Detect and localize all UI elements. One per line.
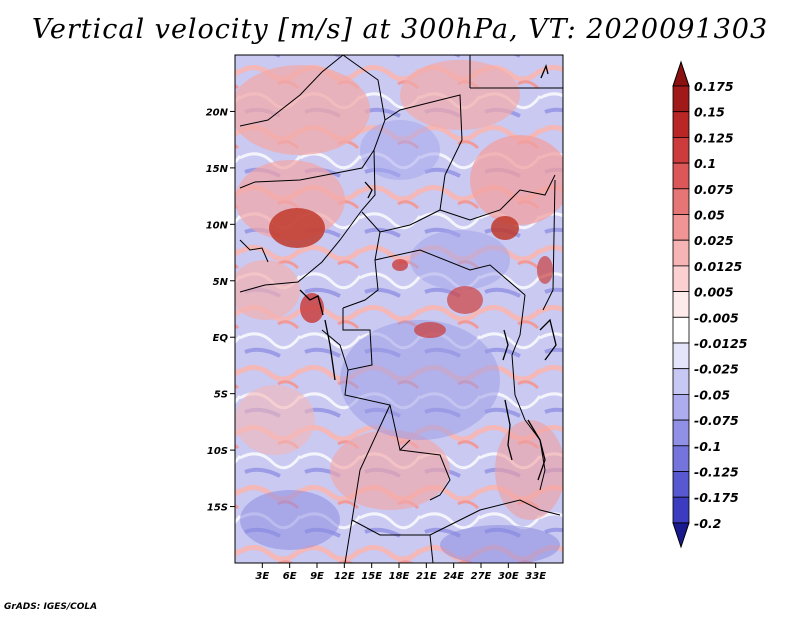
colorbar-label: 0.005 — [694, 285, 734, 300]
colorbar-swatch — [672, 136, 690, 164]
colorbar-swatch — [672, 342, 690, 370]
colorbar-label: -0.175 — [694, 490, 739, 505]
colorbar-label: 0.1 — [694, 156, 716, 171]
colorbar-label: -0.125 — [694, 465, 739, 480]
colorbar: 0.175 0.15 0.125 0.1 0.075 0.05 0.025 0.0125 0.0… — [672, 60, 748, 549]
colorbar-top-arrow — [672, 60, 690, 87]
map-title: Vertical velocity [m/s] at 300hPa, VT: 2… — [31, 14, 769, 45]
x-tick-label: 15E — [361, 571, 382, 582]
colorbar-swatch — [672, 162, 690, 190]
y-tick-label: 15N — [206, 164, 229, 175]
colorbar-label: -0.1 — [694, 439, 721, 454]
x-tick-label: 24E — [443, 571, 464, 582]
colorbar-swatch — [672, 445, 690, 472]
colorbar-swatch — [672, 111, 690, 138]
colorbar-label: 0.075 — [694, 182, 734, 197]
colorbar-label: 0.175 — [694, 79, 734, 94]
colorbar-swatch — [672, 291, 690, 318]
coastlines-lakes — [299, 63, 557, 481]
colorbar-label: -0.075 — [694, 413, 739, 428]
colorbar-swatch — [672, 393, 690, 421]
y-tick-label: 20N — [206, 107, 229, 118]
y-tick-label: 15S — [207, 503, 228, 514]
x-tick-label: 30E — [498, 571, 519, 582]
colorbar-label: -0.05 — [694, 387, 730, 402]
x-tick-label: 18E — [389, 571, 410, 582]
colorbar-swatch — [672, 316, 690, 344]
colorbar-label: -0.025 — [694, 362, 739, 377]
colorbar-swatch — [672, 214, 690, 241]
colorbar-label: -0.005 — [694, 310, 739, 325]
colorbar-swatch — [672, 188, 690, 215]
x-tick-label: 33E — [525, 571, 546, 582]
colorbar-swatch — [672, 85, 690, 113]
colorbar-swatch — [672, 419, 690, 447]
colorbar-swatch — [672, 368, 690, 395]
x-tick-label: 6E — [283, 571, 297, 582]
colorbar-swatch — [672, 471, 690, 498]
colorbar-label: 0.025 — [694, 233, 734, 248]
colorbar-label: -0.2 — [694, 516, 721, 531]
x-tick-label: 21E — [416, 571, 437, 582]
x-tick-label: 12E — [334, 571, 355, 582]
colorbar-swatch — [672, 239, 690, 267]
y-tick-label: 5N — [213, 277, 229, 288]
x-tick-label: 9E — [310, 571, 324, 582]
colorbar-bottom-arrow — [672, 522, 690, 549]
y-tick-label: 10S — [207, 446, 228, 457]
vertical-velocity-field — [235, 55, 563, 563]
colorbar-label: 0.0125 — [694, 259, 743, 274]
x-tick-label: 27E — [471, 571, 492, 582]
political-borders — [239, 55, 563, 563]
y-tick-label: EQ — [213, 333, 229, 344]
x-tick-label: 3E — [255, 571, 269, 582]
y-tick-label: 5S — [214, 390, 228, 401]
x-axis: 3E 6E 9E 12E 15E 18E 21E 24E 27E 30E 33E — [255, 563, 546, 582]
grads-credit: GrADS: IGES/COLA — [4, 602, 98, 612]
colorbar-swatch — [672, 265, 690, 292]
y-tick-label: 10N — [206, 220, 229, 231]
colorbar-label: -0.0125 — [694, 336, 748, 351]
y-axis: 20N 15N 10N 5N EQ 5S 10S 15S — [206, 107, 235, 514]
colorbar-label: 0.05 — [694, 208, 725, 223]
colorbar-swatch — [672, 496, 690, 524]
colorbar-label: 0.125 — [694, 130, 734, 145]
colorbar-label: 0.15 — [694, 105, 725, 120]
